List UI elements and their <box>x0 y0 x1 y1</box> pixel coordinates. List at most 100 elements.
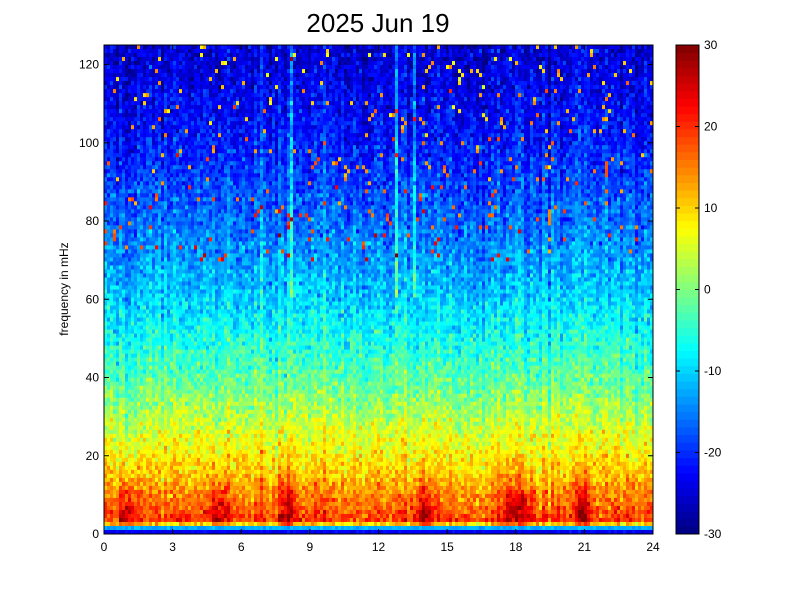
heatmap-cell <box>122 389 126 395</box>
heatmap-cell <box>212 65 216 70</box>
heatmap-cell <box>197 85 201 90</box>
heatmap-cell <box>161 201 165 206</box>
heatmap-cell <box>170 457 174 463</box>
heatmap-cell <box>173 425 177 431</box>
heatmap-cell <box>182 65 186 70</box>
heatmap-cell <box>224 273 228 278</box>
heatmap-cell <box>116 477 120 483</box>
heatmap-cell <box>209 161 213 166</box>
heatmap-cell <box>188 481 192 487</box>
heatmap-cell <box>128 189 132 194</box>
heatmap-cell <box>191 45 195 50</box>
heatmap-cell <box>224 501 228 507</box>
heatmap-cell <box>116 405 120 411</box>
heatmap-cell <box>137 129 141 134</box>
heatmap-cell <box>155 157 159 162</box>
heatmap-cell <box>122 401 126 407</box>
heatmap-cell <box>122 57 126 62</box>
heatmap-cell <box>203 245 207 250</box>
heatmap-cell <box>224 101 228 106</box>
heatmap-cell <box>137 93 141 98</box>
heatmap-cell <box>209 421 213 427</box>
heatmap-cell <box>131 213 135 218</box>
heatmap-cell <box>131 229 135 234</box>
heatmap-cell <box>122 73 126 78</box>
heatmap-cell <box>203 277 207 282</box>
heatmap-cell <box>173 513 177 519</box>
heatmap-cell <box>209 77 213 82</box>
heatmap-cell <box>152 417 156 423</box>
heatmap-cell <box>104 525 108 531</box>
heatmap-cell <box>164 133 168 138</box>
heatmap-cell <box>218 229 222 234</box>
heatmap-cell <box>113 49 117 54</box>
heatmap-cell <box>116 361 120 367</box>
heatmap-cell <box>182 325 186 330</box>
heatmap-cell <box>218 461 222 467</box>
heatmap-cell <box>173 397 177 403</box>
heatmap-cell <box>167 193 171 198</box>
heatmap-cell <box>194 89 198 94</box>
heatmap-cell <box>122 77 126 82</box>
heatmap-cell <box>125 165 129 170</box>
heatmap-cell <box>158 425 162 431</box>
heatmap-cell <box>212 137 216 142</box>
heatmap-cell <box>140 165 144 170</box>
heatmap-cell <box>146 201 150 206</box>
heatmap-cell <box>182 141 186 146</box>
heatmap-cell <box>212 217 216 222</box>
heatmap-cell <box>206 413 210 419</box>
heatmap-cell <box>200 401 204 407</box>
heatmap-cell <box>173 181 177 186</box>
heatmap-cell <box>116 193 120 198</box>
heatmap-cell <box>158 53 162 58</box>
heatmap-cell <box>191 309 195 314</box>
heatmap-cell <box>173 89 177 94</box>
heatmap-cell <box>194 325 198 330</box>
heatmap-cell <box>110 121 114 126</box>
heatmap-cell <box>188 89 192 94</box>
heatmap-cell <box>173 377 177 383</box>
heatmap-cell <box>206 133 210 138</box>
heatmap-cell <box>158 177 162 182</box>
heatmap-cell <box>221 525 225 531</box>
heatmap-cell <box>158 485 162 491</box>
heatmap-cell <box>209 201 213 206</box>
heatmap-cell <box>149 193 153 198</box>
heatmap-cell <box>164 321 168 326</box>
heatmap-cell <box>122 429 126 435</box>
heatmap-cell <box>134 333 138 338</box>
heatmap-cell <box>182 73 186 78</box>
heatmap-cell <box>152 509 156 515</box>
heatmap-cell <box>122 225 126 230</box>
heatmap-cell <box>173 201 177 206</box>
heatmap-cell <box>197 477 201 483</box>
heatmap-cell <box>134 57 138 62</box>
heatmap-cell <box>131 409 135 415</box>
heatmap-cell <box>197 401 201 407</box>
heatmap-cell <box>176 349 180 355</box>
heatmap-cell <box>116 229 120 234</box>
heatmap-cell <box>200 93 204 98</box>
heatmap-cell <box>203 377 207 383</box>
heatmap-cell <box>107 313 111 318</box>
heatmap-cell <box>134 281 138 286</box>
heatmap-cell <box>191 477 195 483</box>
heatmap-cell <box>149 53 153 58</box>
heatmap-cell <box>176 289 180 294</box>
heatmap-cell <box>140 85 144 90</box>
heatmap-cell <box>203 261 207 266</box>
heatmap-cell <box>125 481 129 487</box>
heatmap-cell <box>122 149 126 154</box>
heatmap-cell <box>110 233 114 238</box>
heatmap-cell <box>155 529 159 535</box>
heatmap-cell <box>149 401 153 407</box>
heatmap-cell <box>209 101 213 106</box>
heatmap-cell <box>179 497 183 503</box>
heatmap-cell <box>224 69 228 74</box>
heatmap-cell <box>164 285 168 290</box>
heatmap-cell <box>224 257 228 262</box>
heatmap-cell <box>128 165 132 170</box>
heatmap-cell <box>221 229 225 234</box>
heatmap-cell <box>170 477 174 483</box>
